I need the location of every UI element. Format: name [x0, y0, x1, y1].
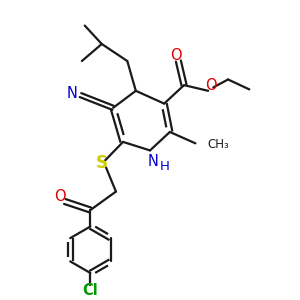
- Text: O: O: [170, 48, 182, 63]
- Text: N: N: [148, 154, 159, 169]
- Text: N: N: [67, 86, 78, 101]
- Text: O: O: [205, 78, 216, 93]
- Text: S: S: [96, 154, 108, 172]
- Text: Cl: Cl: [82, 284, 98, 298]
- Text: CH₃: CH₃: [207, 138, 229, 151]
- Text: O: O: [54, 189, 66, 204]
- Text: H: H: [160, 160, 170, 173]
